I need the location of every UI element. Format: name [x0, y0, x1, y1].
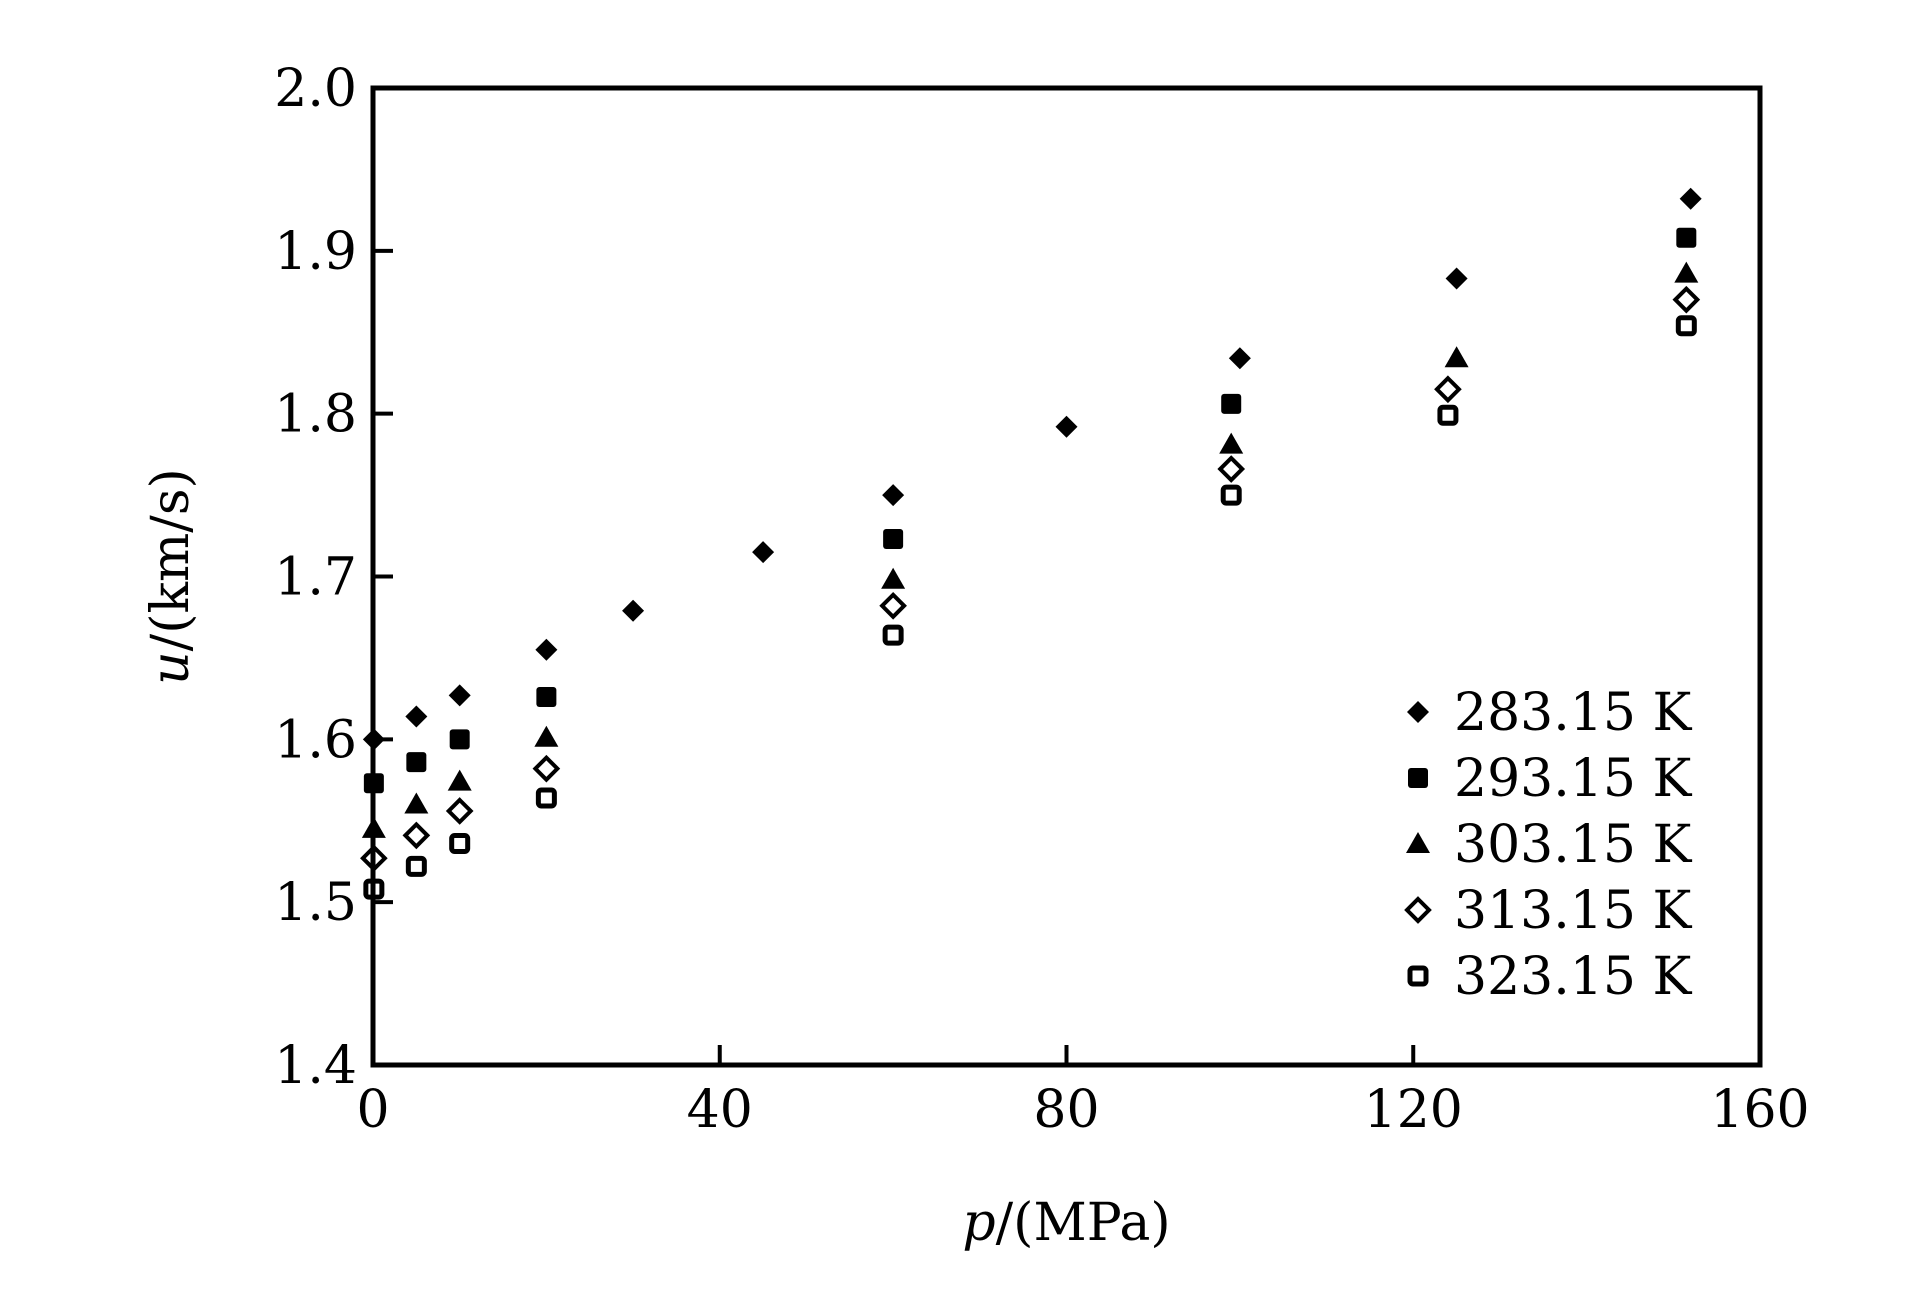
data-point-s3-1: [402, 821, 431, 850]
y-tick-label-6: 2.0: [274, 59, 357, 119]
data-point-s3-7: [1672, 285, 1701, 314]
x-axis-label: p/(MPa): [962, 1193, 1170, 1253]
y-axis-label-unit: /(km/s): [141, 468, 201, 651]
data-point-s1-6: [1676, 227, 1697, 248]
y-tick-label-1: 1.5: [274, 873, 357, 933]
x-axis-label-unit: /(MPa): [996, 1193, 1171, 1253]
legend-label-0: 283.15 K: [1454, 683, 1692, 743]
series-4: [363, 315, 1697, 900]
legend-label-1: 293.15 K: [1454, 749, 1692, 809]
y-tick-label-3: 1.7: [274, 548, 357, 608]
data-point-s2-5: [1219, 432, 1244, 454]
data-point-s2-6: [1444, 346, 1469, 368]
data-point-s0-5: [752, 541, 775, 564]
data-point-s0-3: [535, 638, 558, 661]
x-tick-label-4: 160: [1710, 1080, 1809, 1140]
x-tick-label-3: 120: [1364, 1080, 1463, 1140]
x-tick-label-1: 40: [687, 1080, 753, 1140]
legend-marker-0: [1407, 701, 1429, 723]
data-point-s0-1: [405, 705, 428, 728]
data-point-s2-7: [1674, 261, 1699, 283]
data-point-s0-7: [1055, 415, 1078, 438]
data-point-s4-6: [1437, 404, 1459, 426]
x-tick-label-0: 0: [356, 1080, 389, 1140]
y-tick-label-0: 1.4: [274, 1036, 357, 1096]
y-tick-label-4: 1.8: [274, 385, 357, 445]
data-point-s2-3: [534, 725, 559, 747]
data-point-s1-5: [1221, 393, 1242, 414]
data-point-s0-8: [1228, 347, 1251, 370]
legend-label-4: 323.15 K: [1454, 947, 1692, 1007]
data-point-s2-2: [447, 769, 472, 791]
legend-entry-1: 293.15 K: [1408, 749, 1692, 809]
series-0: [362, 187, 1702, 751]
data-point-s3-6: [1434, 375, 1462, 404]
y-tick-label-2: 1.6: [274, 710, 357, 770]
legend-entry-0: 283.15 K: [1407, 683, 1692, 743]
data-point-s1-4: [883, 529, 904, 550]
legend-marker-1: [1408, 768, 1428, 788]
data-point-s3-5: [1217, 455, 1246, 483]
data-point-s0-10: [1679, 187, 1702, 210]
marks-layer: [360, 187, 1702, 900]
legend-entry-3: 313.15 K: [1404, 881, 1692, 941]
legend-entry-2: 303.15 K: [1406, 815, 1692, 875]
data-point-s4-3: [535, 787, 557, 809]
legend-marker-2: [1406, 832, 1430, 853]
data-point-s2-4: [881, 567, 906, 589]
series-1: [363, 227, 1697, 794]
data-point-s3-3: [532, 754, 561, 783]
data-point-s0-2: [448, 684, 471, 707]
y-axis-label-symbol: u: [141, 651, 201, 685]
legend-marker-4: [1407, 965, 1429, 987]
data-point-s4-5: [1220, 484, 1242, 506]
data-point-s1-2: [449, 729, 470, 750]
data-point-s0-9: [1445, 267, 1468, 290]
data-point-s0-4: [622, 599, 645, 622]
data-point-s4-4: [882, 624, 904, 646]
data-point-s2-1: [404, 792, 429, 814]
series-3: [360, 285, 1701, 873]
data-point-s3-4: [879, 591, 907, 620]
ticks-layer: 0 40 80 120 160 1.4 1.5 1.6 1.7 1.8 1.9 2.0: [274, 59, 1809, 1140]
legend-marker-3: [1404, 896, 1432, 924]
x-axis-label-symbol: p: [962, 1193, 995, 1253]
x-tick-label-2: 80: [1033, 1080, 1099, 1140]
legend-label-2: 303.15 K: [1454, 815, 1692, 875]
data-point-s1-3: [536, 686, 557, 707]
y-tick-label-5: 1.9: [274, 222, 357, 282]
y-axis-label: u/(km/s): [141, 468, 201, 685]
data-point-s4-2: [449, 833, 471, 855]
data-point-s4-7: [1675, 315, 1697, 337]
data-point-s1-1: [406, 752, 427, 773]
data-point-s4-1: [405, 855, 427, 877]
data-point-s3-2: [445, 797, 474, 825]
legend-entry-4: 323.15 K: [1407, 947, 1692, 1007]
data-point-s0-6: [882, 484, 905, 507]
legend-label-3: 313.15 K: [1454, 881, 1692, 941]
